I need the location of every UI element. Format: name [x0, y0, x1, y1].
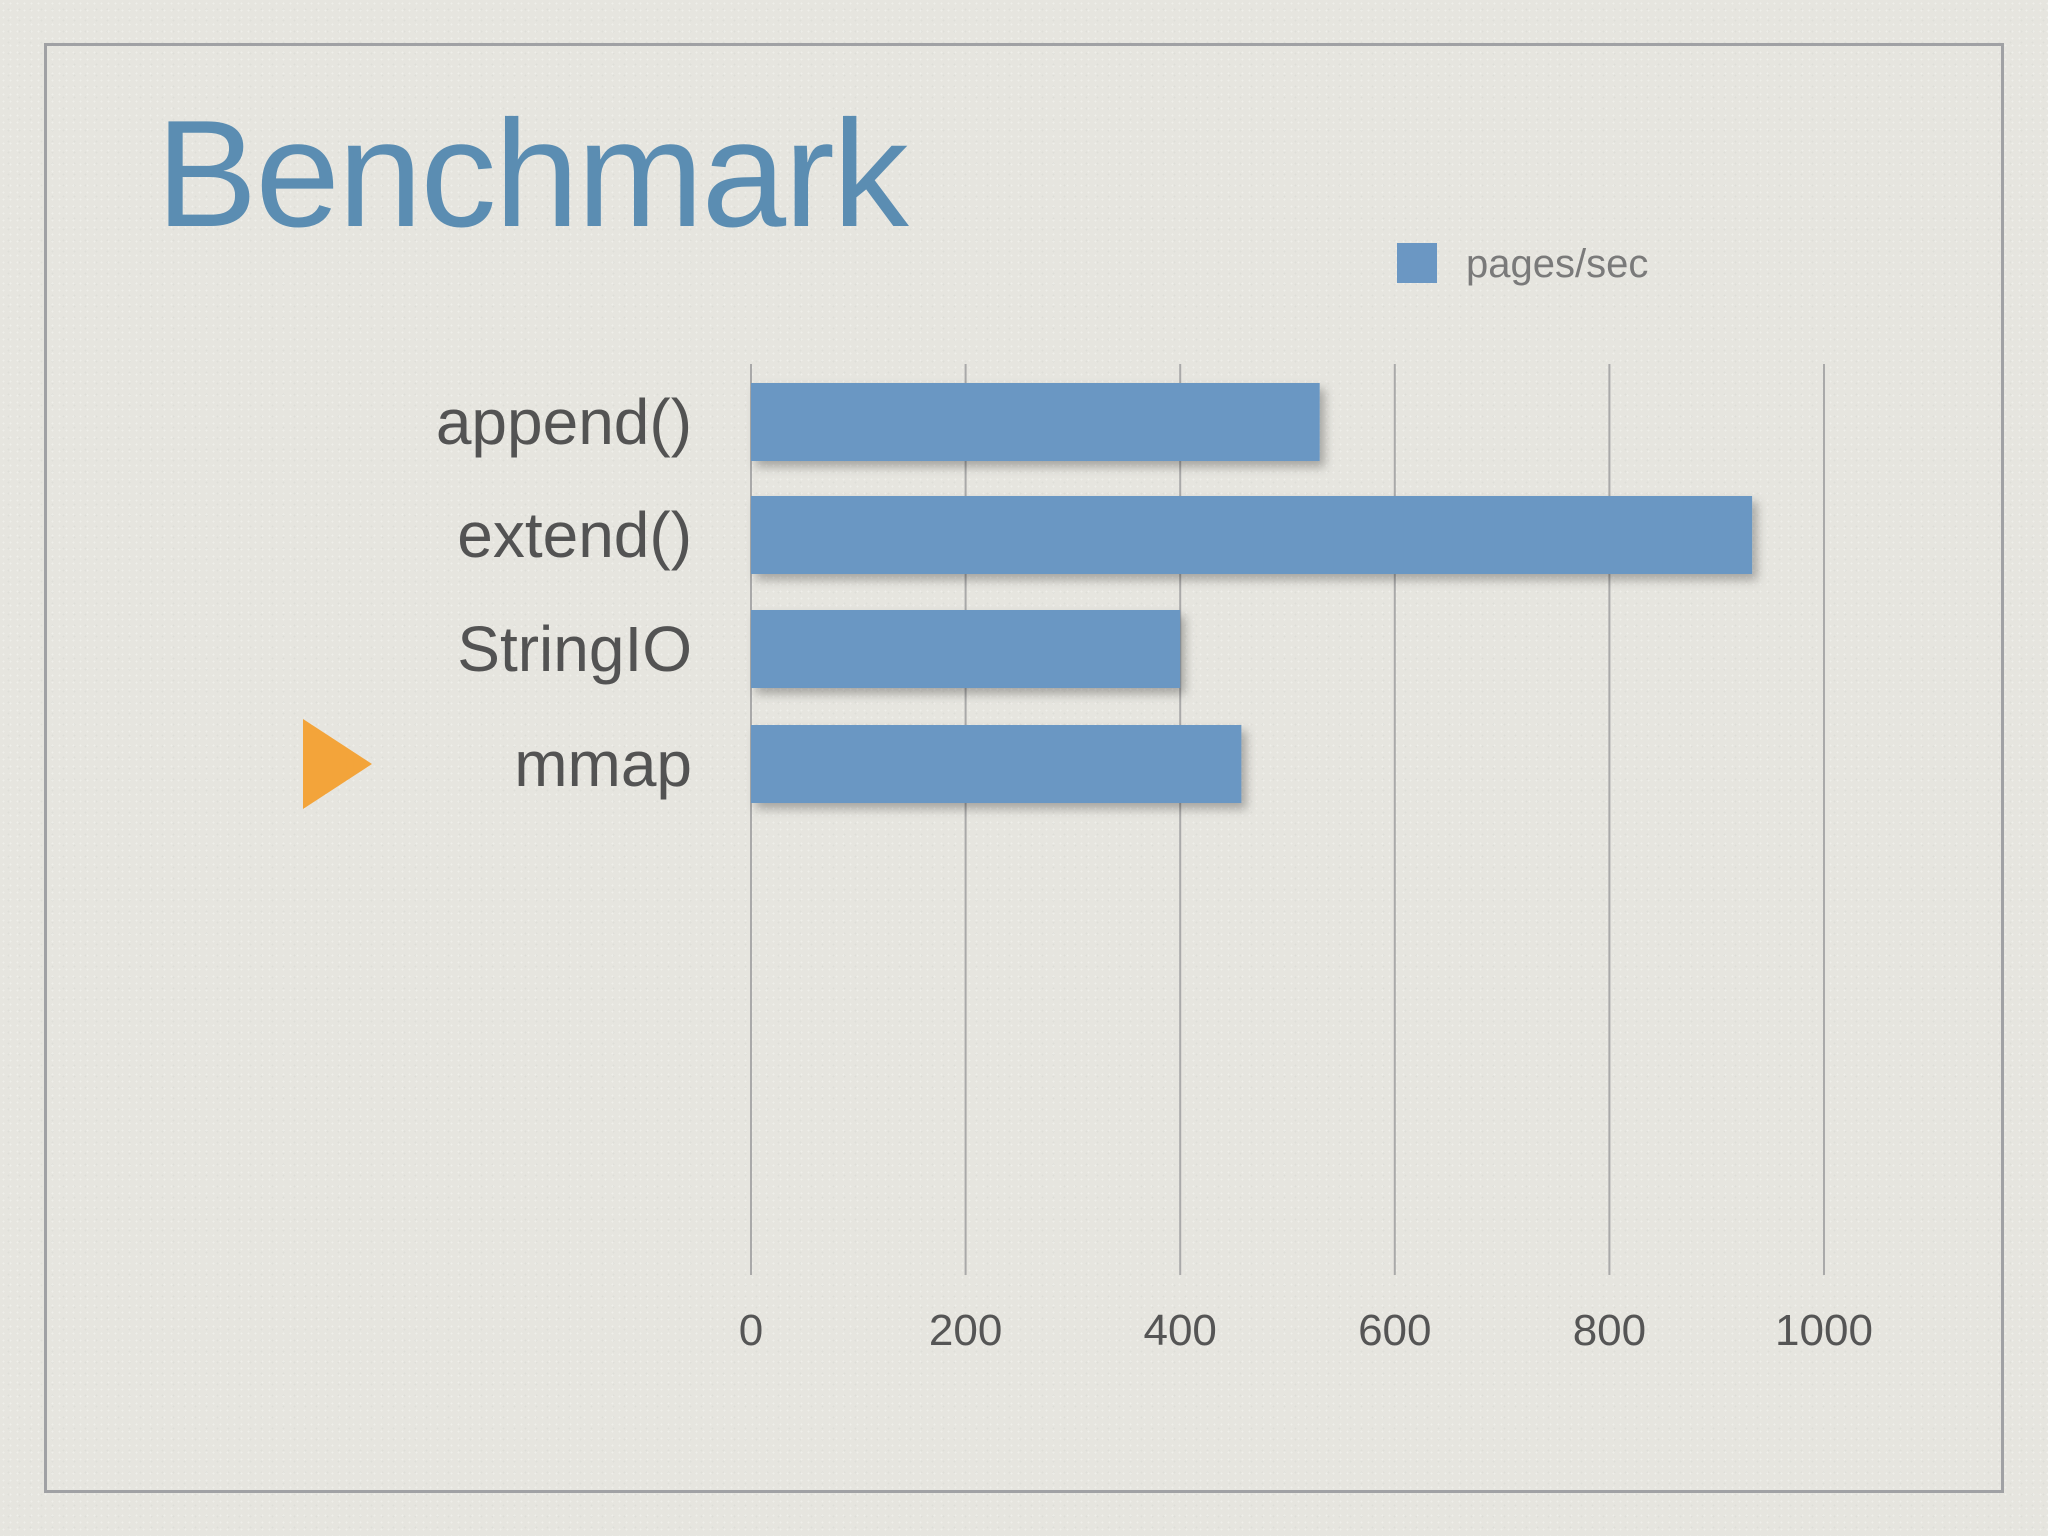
chart-tick-labels: 0 200 400 600 800 1000: [739, 1306, 1873, 1355]
x-tick-label-600: 600: [1358, 1306, 1431, 1355]
x-tick-label-0: 0: [739, 1306, 763, 1355]
slide-title: Benchmark: [156, 89, 909, 259]
bar-3: [751, 725, 1242, 803]
x-tick-label-1000: 1000: [1775, 1306, 1873, 1355]
x-tick-label-800: 800: [1573, 1306, 1646, 1355]
bar-2: [751, 610, 1181, 688]
bar-0: [751, 383, 1320, 461]
legend-swatch: [1397, 243, 1437, 283]
category-label-1: extend(): [457, 499, 692, 571]
chart-legend: pages/sec: [1397, 242, 1648, 286]
category-label-3: mmap: [514, 728, 692, 800]
category-label-2: StringIO: [457, 613, 692, 685]
bar-1: [751, 496, 1753, 574]
category-label-0: append(): [436, 386, 692, 458]
current-item-arrow-icon: [303, 719, 372, 809]
legend-label: pages/sec: [1466, 242, 1648, 286]
x-tick-label-200: 200: [929, 1306, 1002, 1355]
chart-category-labels: append() extend() StringIO mmap: [436, 386, 692, 800]
x-tick-label-400: 400: [1143, 1306, 1216, 1355]
slide-frame: [44, 43, 2004, 1493]
chart-bars: [751, 383, 1753, 803]
